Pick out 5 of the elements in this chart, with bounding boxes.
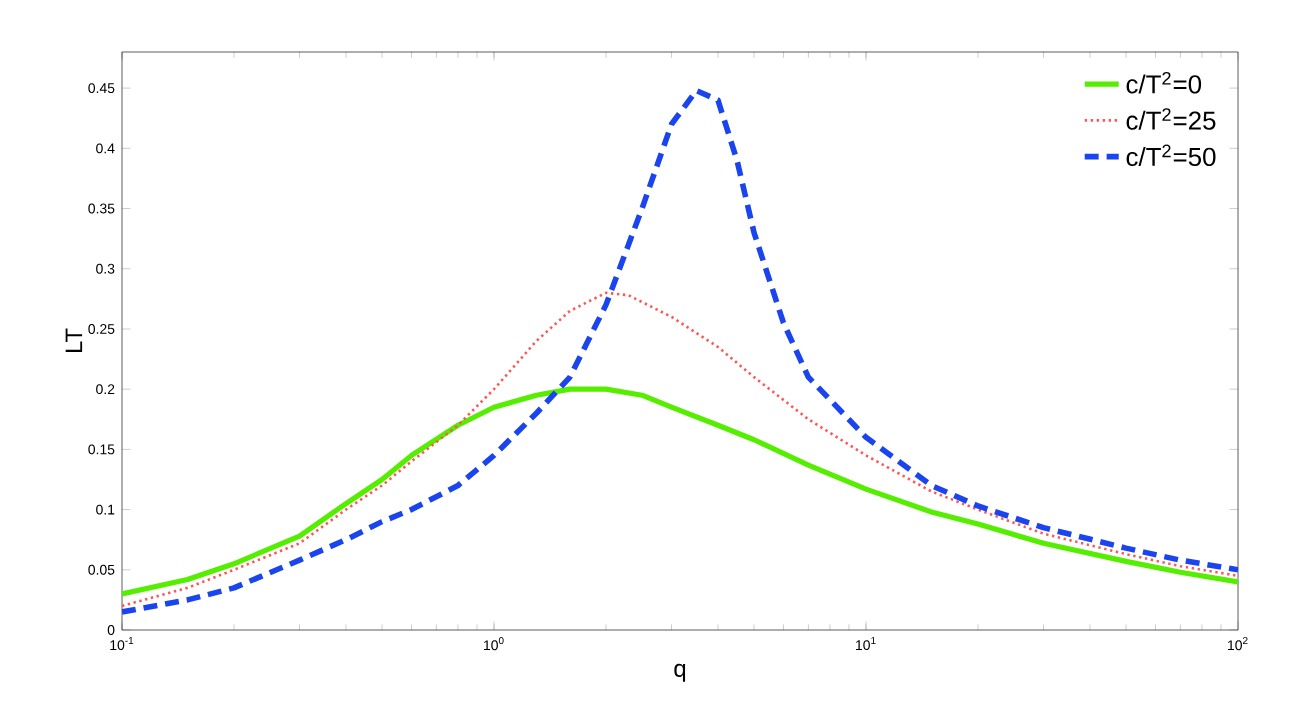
x-axis-title: q [674, 663, 686, 682]
legend-label: c/T$^{2}$=25 [1126, 108, 1216, 130]
legend-label: c/T$^{2}$=0 [1126, 71, 1202, 94]
legend-label: c/T$^{2}$=50 [1126, 144, 1216, 167]
y-axis-title: LT [65, 328, 83, 353]
